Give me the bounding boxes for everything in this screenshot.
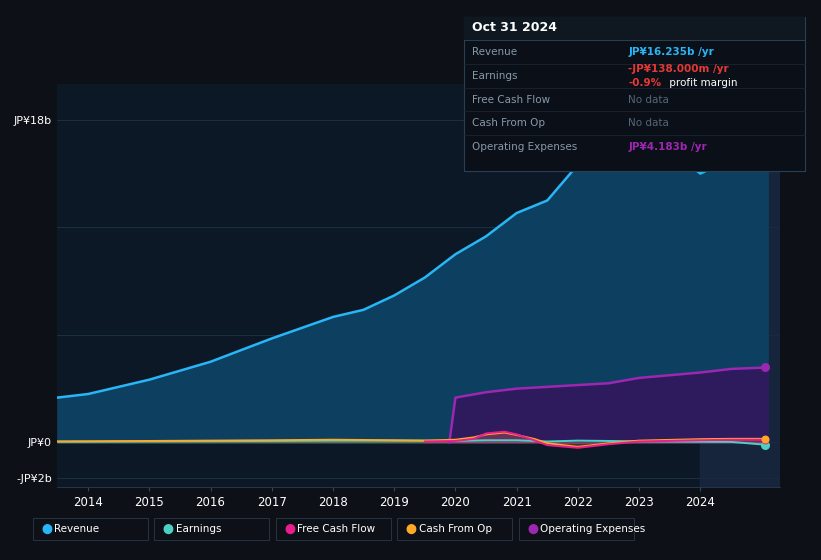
Point [758, 147, 771, 156]
Point [758, 363, 771, 372]
Text: ⬤: ⬤ [406, 524, 416, 534]
Text: Revenue: Revenue [54, 524, 99, 534]
Text: -JP¥138.000m /yr: -JP¥138.000m /yr [628, 64, 729, 73]
Text: Cash From Op: Cash From Op [419, 524, 492, 534]
Text: Earnings: Earnings [176, 524, 221, 534]
Text: Operating Expenses: Operating Expenses [472, 142, 577, 152]
Text: Cash From Op: Cash From Op [472, 118, 545, 128]
Text: Operating Expenses: Operating Expenses [540, 524, 645, 534]
Text: ⬤: ⬤ [284, 524, 295, 534]
Text: Free Cash Flow: Free Cash Flow [297, 524, 375, 534]
Text: JP¥4.183b /yr: JP¥4.183b /yr [628, 142, 707, 152]
Text: ⬤: ⬤ [527, 524, 538, 534]
Text: Free Cash Flow: Free Cash Flow [472, 95, 550, 105]
Text: No data: No data [628, 118, 669, 128]
Text: JP¥16.235b /yr: JP¥16.235b /yr [628, 47, 713, 57]
Text: Earnings: Earnings [472, 71, 517, 81]
Point [758, 435, 771, 444]
Text: ⬤: ⬤ [163, 524, 173, 534]
Text: -0.9%: -0.9% [628, 78, 661, 88]
Bar [700, 84, 780, 487]
Text: Oct 31 2024: Oct 31 2024 [472, 21, 557, 34]
Text: Revenue: Revenue [472, 47, 517, 57]
Point [758, 435, 771, 444]
Text: ⬤: ⬤ [41, 524, 52, 534]
Point [758, 440, 771, 449]
Text: profit margin: profit margin [666, 78, 737, 88]
Text: No data: No data [628, 95, 669, 105]
